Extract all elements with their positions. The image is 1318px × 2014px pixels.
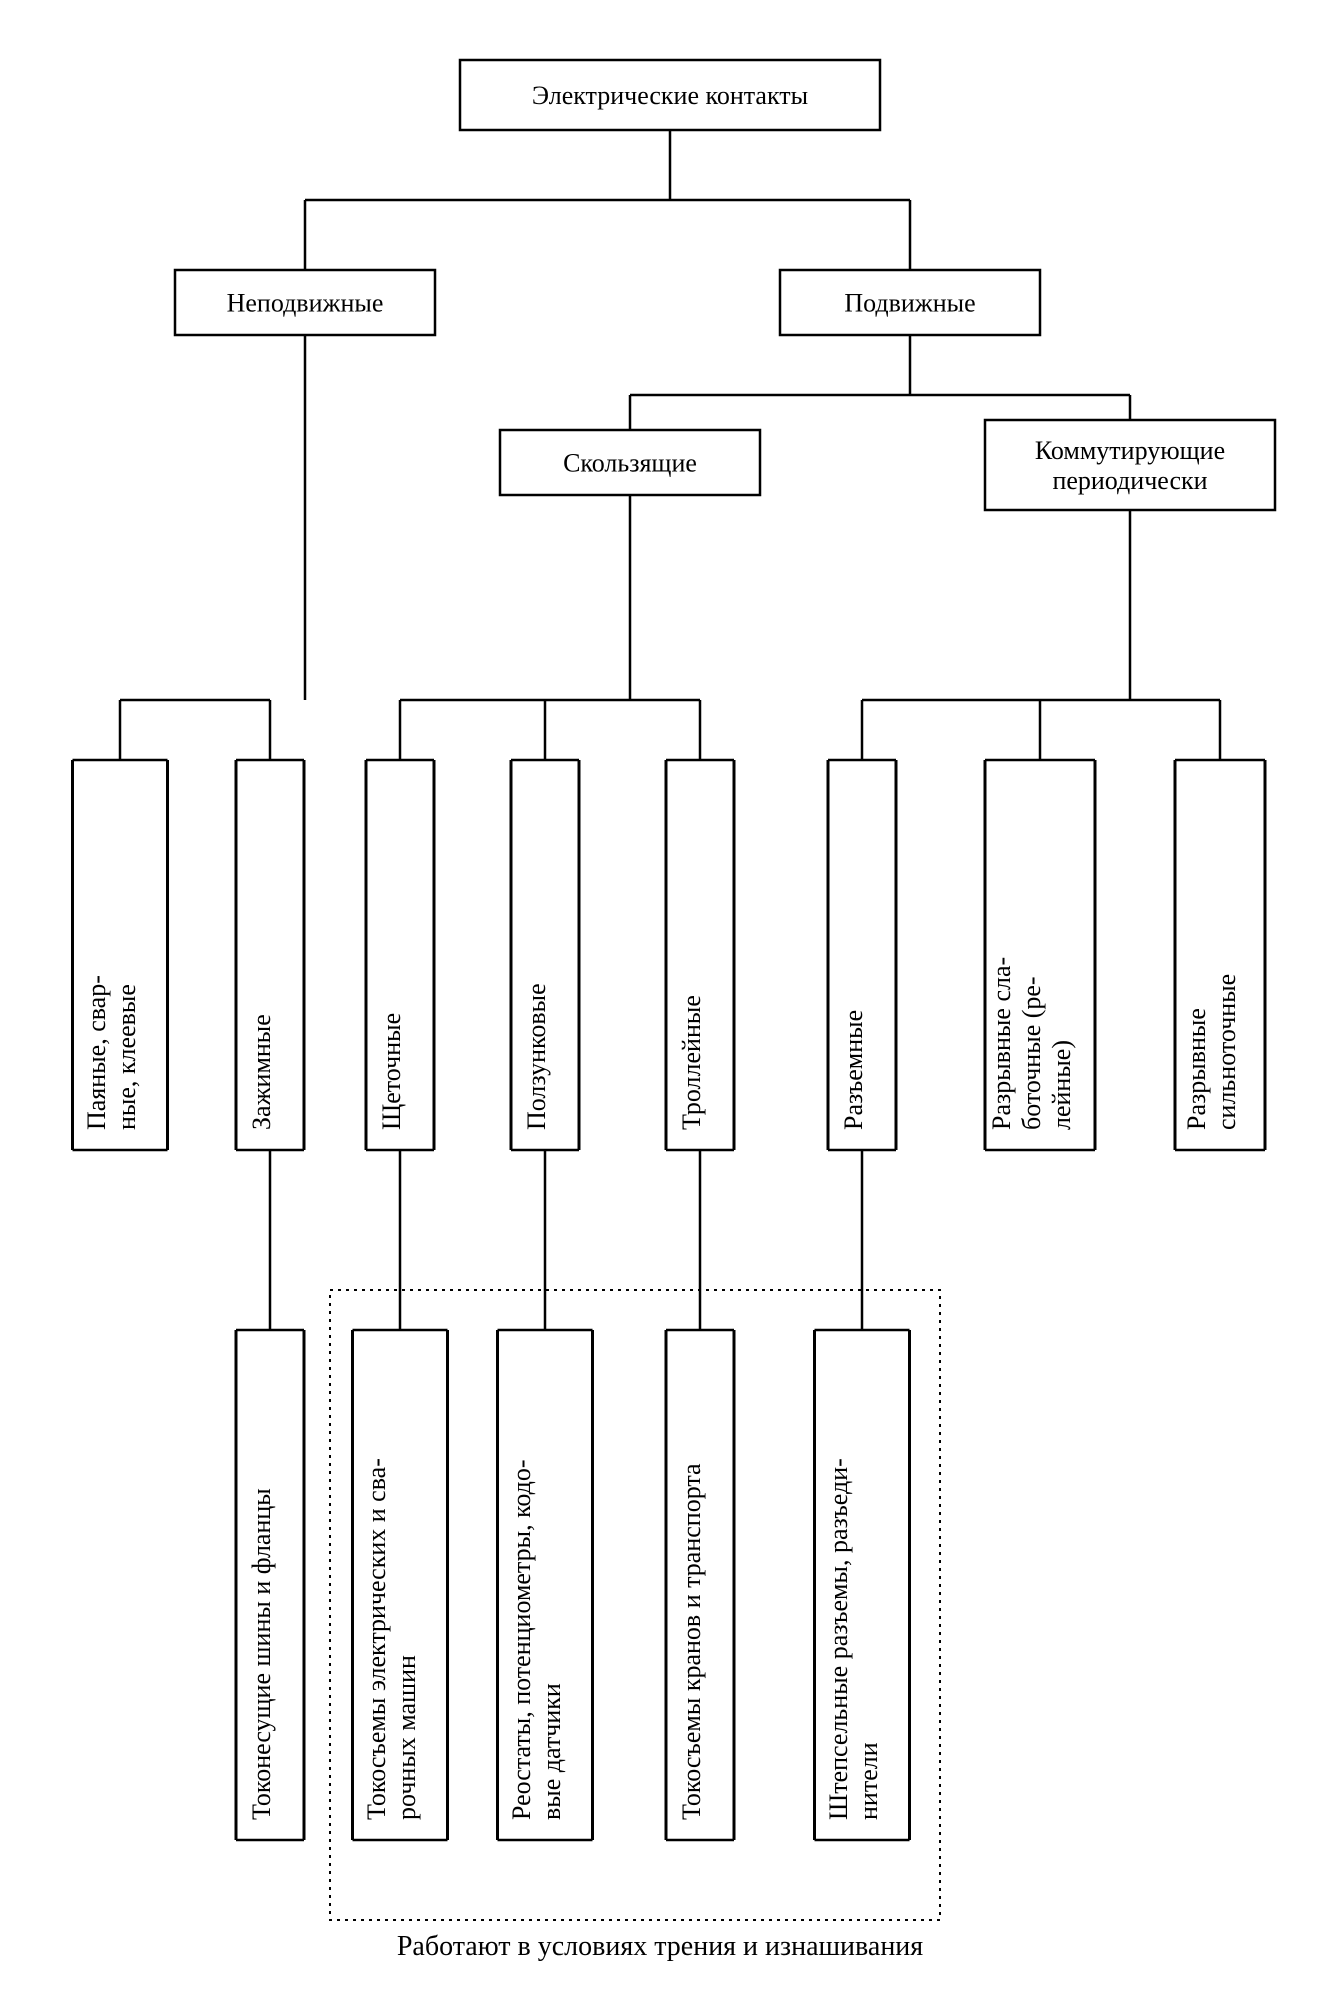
vbox-label: Троллейные	[677, 995, 706, 1130]
box-label: Неподвижные	[227, 289, 384, 318]
diagram-canvas: Электрические контакты Неподвижные Подвижн…	[0, 0, 1318, 2014]
vbox-label: нители	[854, 1742, 883, 1820]
vbox-label: рочных машин	[392, 1655, 421, 1820]
vbox-label: Паяные, свар-	[82, 975, 111, 1130]
vbox-label: лейные)	[1047, 1040, 1076, 1130]
vbox-label: Разрывные	[1182, 1008, 1211, 1130]
vbox-label: Разрывные сла-	[987, 957, 1016, 1130]
vbox-label: боточные (ре-	[1017, 976, 1046, 1130]
box-label: Скользящие	[563, 449, 697, 478]
vbox-label: Токосъемы кранов и транспорта	[677, 1463, 706, 1820]
vbox-label: Токосъемы электрических и сва-	[362, 1458, 391, 1820]
vbox-label: Зажимные	[247, 1014, 276, 1130]
vbox-label: Щеточные	[377, 1013, 406, 1130]
box-label: Подвижные	[844, 289, 975, 318]
vbox-label: ные, клеевые	[112, 984, 141, 1130]
vbox-label: сильноточные	[1212, 974, 1241, 1130]
vbox-label: Ползунковые	[522, 983, 551, 1130]
vbox-label: Разъемные	[839, 1010, 868, 1130]
box-label: Коммутирующие	[1035, 436, 1225, 465]
caption-text: Работают в условиях трения и изнашивания	[397, 1931, 923, 1962]
vbox-label: вые датчики	[537, 1683, 566, 1820]
box-label: периодически	[1052, 466, 1207, 495]
vbox-label: Штепсельные разъемы, разъеди-	[824, 1458, 853, 1820]
vbox-label: Реостаты, потенциометры, кодо-	[507, 1459, 536, 1820]
vbox-label: Токонесущие шины и фланцы	[247, 1488, 276, 1820]
box-label: Электрические контакты	[532, 81, 808, 110]
